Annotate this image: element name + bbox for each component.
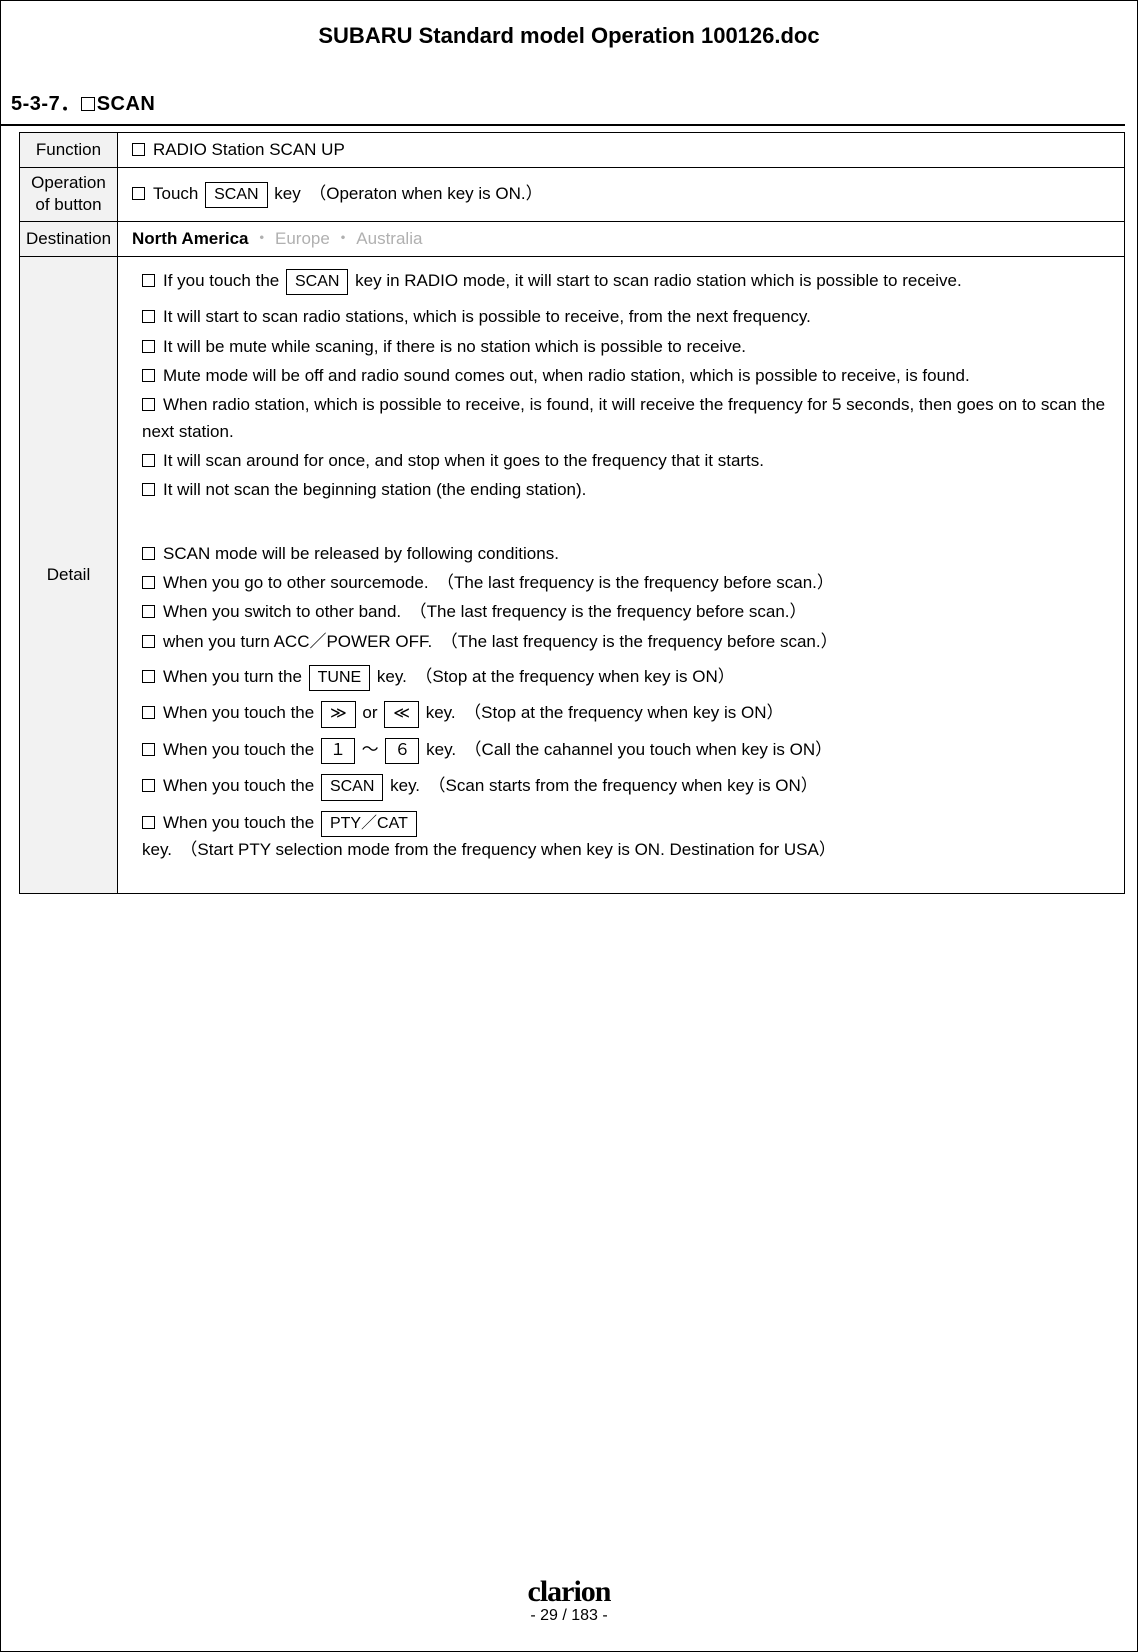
dest-active: North America (132, 229, 249, 248)
key-scan: SCAN (286, 269, 348, 295)
key-scan: SCAN (321, 774, 383, 800)
checkbox-icon (142, 340, 155, 353)
text: When you switch to other band. （The last… (163, 602, 807, 621)
detail-line: It will start to scan radio stations, wh… (138, 304, 1110, 330)
checkbox-icon (142, 454, 155, 467)
text: key in RADIO mode, it will start to scan… (350, 271, 961, 290)
content-destination: North America ・ Europe ・ Australia (118, 221, 1125, 256)
dest-option: Europe (275, 229, 330, 248)
release-line: When you touch the PTY／CAT key. （Start P… (138, 810, 1110, 864)
content-detail: If you touch the SCAN key in RADIO mode,… (118, 256, 1125, 893)
checkbox-icon (142, 274, 155, 287)
release-line: When you touch the ≫ or ≪ key. （Stop at … (138, 700, 1110, 727)
text: key. （Call the cahannel you touch when k… (421, 740, 832, 759)
checkbox-icon (142, 743, 155, 756)
text: If you touch the (163, 271, 284, 290)
checkbox-icon (142, 605, 155, 618)
brand-logo: clarion (1, 1575, 1137, 1609)
text: when you turn ACC／POWER OFF. （The last f… (163, 632, 838, 651)
checkbox-icon (132, 143, 145, 156)
text: key. （Scan starts from the frequency whe… (385, 776, 817, 795)
checkbox-icon (142, 310, 155, 323)
label-function: Function (20, 133, 118, 168)
op-pre: Touch (153, 184, 203, 203)
text: When you go to other sourcemode. （The la… (163, 573, 834, 592)
table-row: Function RADIO Station SCAN UP (20, 133, 1125, 168)
release-line: When you touch the １ ～ ６ key. （Call the … (138, 737, 1110, 764)
detail-line: Mute mode will be off and radio sound co… (138, 363, 1110, 389)
detail-line: When radio station, which is possible to… (138, 392, 1110, 445)
text: When you touch the (163, 740, 319, 759)
text: When you touch the (163, 776, 319, 795)
detail-line: If you touch the SCAN key in RADIO mode,… (138, 268, 1110, 295)
section-heading: 5-3-7． SCAN (1, 59, 1125, 126)
release-header: SCAN mode will be released by following … (138, 541, 1110, 567)
text: It will start to scan radio stations, wh… (163, 307, 811, 326)
text: It will not scan the beginning station (… (163, 480, 586, 499)
checkbox-icon (142, 398, 155, 411)
content-operation: Touch SCAN key （Operaton when key is ON.… (118, 168, 1125, 221)
checkbox-icon (142, 670, 155, 683)
release-line: when you turn ACC／POWER OFF. （The last f… (138, 629, 1110, 655)
detail-line: It will scan around for once, and stop w… (138, 448, 1110, 474)
detail-line: It will not scan the beginning station (… (138, 477, 1110, 503)
release-line: When you turn the TUNE key. （Stop at the… (138, 664, 1110, 691)
op-post: key （Operaton when key is ON.） (270, 184, 543, 203)
text: When you touch the (163, 813, 319, 832)
dest-sep: ・ (253, 229, 270, 248)
checkbox-icon (142, 706, 155, 719)
key-1: １ (321, 738, 355, 764)
checkbox-icon (132, 187, 145, 200)
text: When radio station, which is possible to… (142, 395, 1105, 440)
checkbox-icon (142, 779, 155, 792)
checkbox-icon (142, 547, 155, 560)
release-line: When you switch to other band. （The last… (138, 599, 1110, 625)
release-line: When you touch the SCAN key. （Scan start… (138, 773, 1110, 800)
dest-sep: ・ (335, 229, 352, 248)
text: key. （Stop at the frequency when key is … (421, 703, 784, 722)
label-destination: Destination (20, 221, 118, 256)
label-operation: Operation of button (20, 168, 118, 221)
table-row: Destination North America ・ Europe ・ Aus… (20, 221, 1125, 256)
function-table: Function RADIO Station SCAN UP Operation… (19, 132, 1125, 894)
section-title: SCAN (97, 93, 156, 115)
key-prev: ≪ (384, 701, 419, 727)
page-title: SUBARU Standard model Operation 100126.d… (1, 1, 1137, 59)
section-number: 5-3-7． (11, 93, 81, 115)
key-tune: TUNE (309, 665, 371, 691)
function-text: RADIO Station SCAN UP (153, 140, 345, 159)
text: When you touch the (163, 703, 319, 722)
text: ～ (357, 740, 383, 759)
key-next: ≫ (321, 701, 356, 727)
page-footer: clarion - 29 / 183 - (1, 1575, 1137, 1625)
checkbox-icon (142, 369, 155, 382)
page-number: - 29 / 183 - (1, 1607, 1137, 1625)
text: or (358, 703, 383, 722)
checkbox-icon (142, 483, 155, 496)
text: SCAN mode will be released by following … (163, 544, 559, 563)
checkbox-icon (142, 576, 155, 589)
key-6: ６ (385, 738, 419, 764)
text: key. （Stop at the frequency when key is … (372, 667, 735, 686)
table-row: Detail If you touch the SCAN key in RADI… (20, 256, 1125, 893)
detail-line: It will be mute while scaning, if there … (138, 334, 1110, 360)
text: It will be mute while scaning, if there … (163, 337, 746, 356)
text: Mute mode will be off and radio sound co… (163, 366, 970, 385)
key-scan: SCAN (205, 182, 267, 208)
dest-option: Australia (356, 229, 422, 248)
text: It will scan around for once, and stop w… (163, 451, 764, 470)
release-line: When you go to other sourcemode. （The la… (138, 570, 1110, 596)
checkbox-icon (81, 97, 95, 111)
checkbox-icon (142, 635, 155, 648)
key-pty-cat: PTY／CAT (321, 811, 417, 837)
table-row: Operation of button Touch SCAN key （Oper… (20, 168, 1125, 221)
label-detail: Detail (20, 256, 118, 893)
text: When you turn the (163, 667, 307, 686)
text: key. （Start PTY selection mode from the … (142, 840, 836, 859)
checkbox-icon (142, 816, 155, 829)
content-function: RADIO Station SCAN UP (118, 133, 1125, 168)
